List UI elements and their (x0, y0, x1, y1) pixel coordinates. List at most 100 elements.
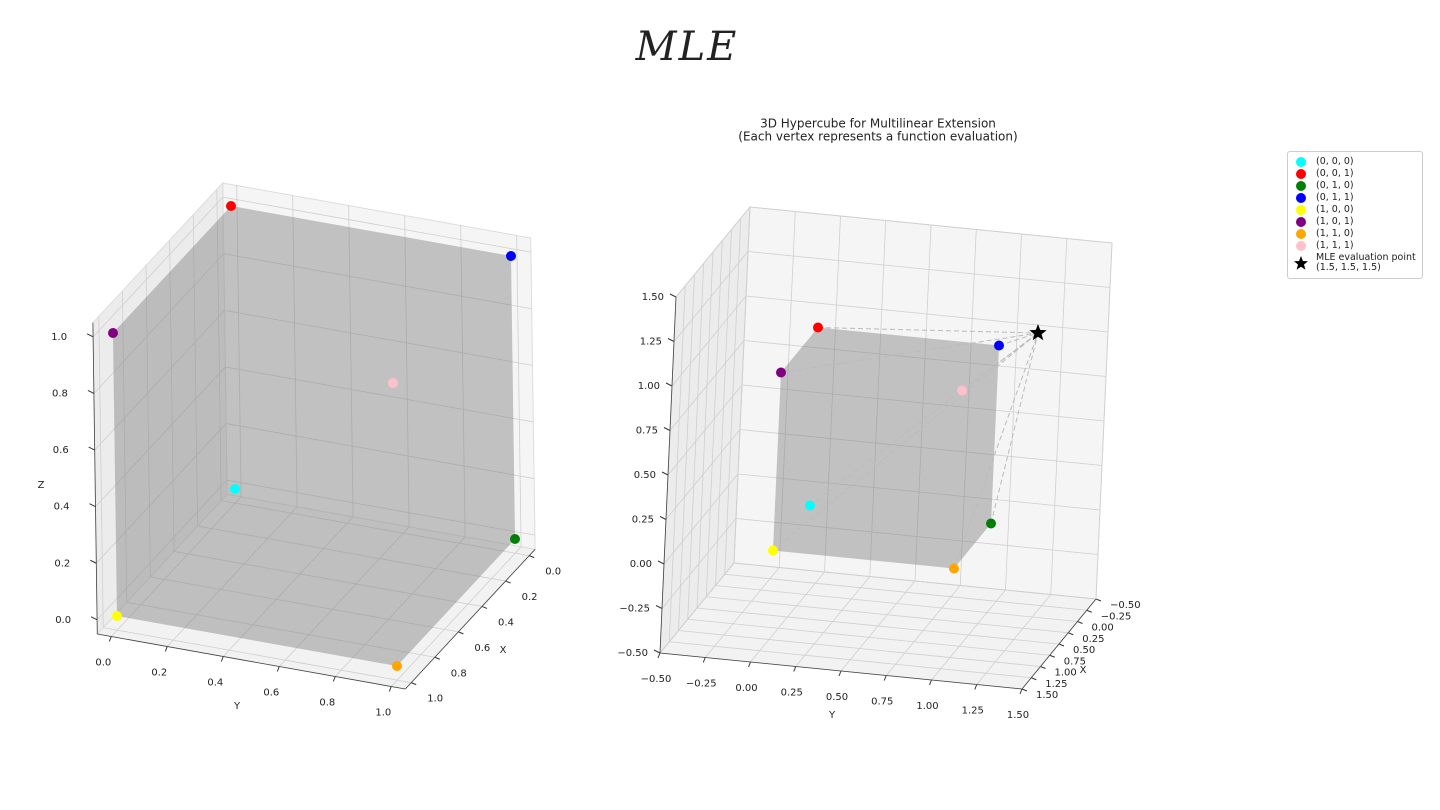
connector (990, 332, 1039, 524)
tick-mark (89, 503, 96, 508)
tick-mark (1049, 654, 1055, 658)
grid-line (236, 185, 242, 497)
legend-swatch (1294, 217, 1308, 227)
legend-symbol (1296, 241, 1306, 251)
y-tick-label: 0.50 (826, 692, 848, 703)
grid-line (976, 594, 1052, 685)
legend-symbol (1296, 217, 1306, 227)
y-tick-label: 0.4 (207, 678, 223, 689)
x-tick-label: 0.00 (1092, 623, 1114, 634)
z-tick-label: 1.25 (640, 337, 662, 348)
point (510, 534, 520, 544)
tick-mark (657, 652, 661, 659)
cube-face (113, 206, 235, 616)
legend-entry: MLE evaluation point (1.5, 1.5, 1.5) (1294, 253, 1416, 273)
tick-mark (659, 516, 667, 520)
tick-mark (86, 333, 94, 338)
tick-mark (974, 684, 978, 690)
grid-line (795, 576, 871, 667)
tick-mark (529, 555, 535, 559)
tick-mark (481, 605, 488, 609)
z-tick-label: 0.75 (636, 426, 658, 437)
y-tick-label: 1.25 (962, 706, 984, 717)
x-tick-label: 0.2 (522, 592, 538, 603)
point (805, 500, 815, 511)
grid-line (661, 518, 737, 609)
legend-entry: (0, 1, 1) (1294, 193, 1416, 203)
point (776, 367, 786, 378)
legend-marker (1296, 241, 1306, 251)
grid-line (150, 576, 459, 633)
grid-line (216, 189, 222, 501)
grid-line (348, 205, 354, 517)
grid-line (737, 473, 1101, 511)
legend-symbol (1294, 256, 1308, 270)
tick-mark (220, 656, 224, 662)
grid-line (673, 251, 749, 342)
grid-line (745, 295, 1109, 333)
cube-face (773, 372, 962, 569)
connector (817, 327, 1039, 334)
z-tick-label: −0.25 (619, 604, 650, 615)
grid-line (169, 240, 175, 552)
grid-line (95, 366, 226, 507)
legend-swatch (1294, 193, 1308, 203)
legend-entry: (1, 0, 1) (1294, 217, 1416, 227)
grid-line (743, 340, 1107, 377)
tick-mark (458, 631, 464, 635)
tick-mark (1019, 688, 1023, 695)
legend-symbol (1296, 193, 1306, 203)
grid-line (223, 253, 532, 310)
axis-spine (659, 652, 1023, 690)
legend-swatch (1294, 205, 1308, 215)
grid-line (222, 196, 531, 253)
grid-line (98, 316, 104, 628)
z-tick-label: 0.00 (630, 559, 652, 570)
cube-face (954, 345, 999, 569)
point (108, 328, 118, 338)
legend-symbol (1296, 169, 1306, 179)
chart-subtitle: (Each vertex represents a function evalu… (738, 130, 1017, 144)
grid-line (675, 206, 751, 298)
grid-line (747, 251, 1111, 288)
y-tick-label: 0.2 (151, 668, 167, 679)
legend-entry: (0, 1, 0) (1294, 181, 1416, 191)
cube-face (781, 327, 999, 391)
legend-marker (1296, 205, 1306, 215)
tick-mark (661, 471, 669, 476)
tick-mark (883, 675, 887, 681)
z-tick-label: 0.6 (53, 445, 69, 456)
z-tick-label: 1.50 (642, 292, 664, 303)
y-axis-label: Y (828, 710, 836, 721)
point (768, 545, 778, 556)
point (392, 661, 402, 671)
legend-marker (1294, 256, 1308, 270)
legend-symbol (1296, 205, 1306, 215)
grid-line (659, 562, 735, 654)
y-tick-label: 1.00 (916, 701, 938, 712)
cube-face (810, 327, 999, 524)
tick-mark (90, 616, 98, 621)
tick-mark (665, 382, 673, 387)
axis-spine (97, 633, 406, 690)
connector (953, 332, 1039, 569)
legend-symbol (1296, 229, 1306, 239)
grid-line (122, 290, 128, 603)
cube-face (113, 333, 397, 666)
x-tick-label: 1.00 (1055, 668, 1077, 679)
grid-line (221, 500, 530, 557)
tick-mark (838, 670, 842, 677)
grid-line (885, 585, 961, 676)
x-tick-label: 0.0 (545, 567, 561, 578)
legend-marker (1296, 229, 1306, 239)
x-tick-label: −0.50 (1110, 600, 1141, 611)
grid-line (223, 516, 354, 657)
legend-swatch (1294, 157, 1308, 167)
x-tick-label: 1.50 (1036, 690, 1058, 701)
z-axis-label: Z (38, 480, 45, 491)
tick-mark (929, 679, 932, 686)
tick-mark (90, 559, 97, 564)
grid-line (704, 567, 780, 658)
legend-label: (0, 0, 1) (1316, 168, 1354, 179)
grid-line (145, 265, 151, 577)
